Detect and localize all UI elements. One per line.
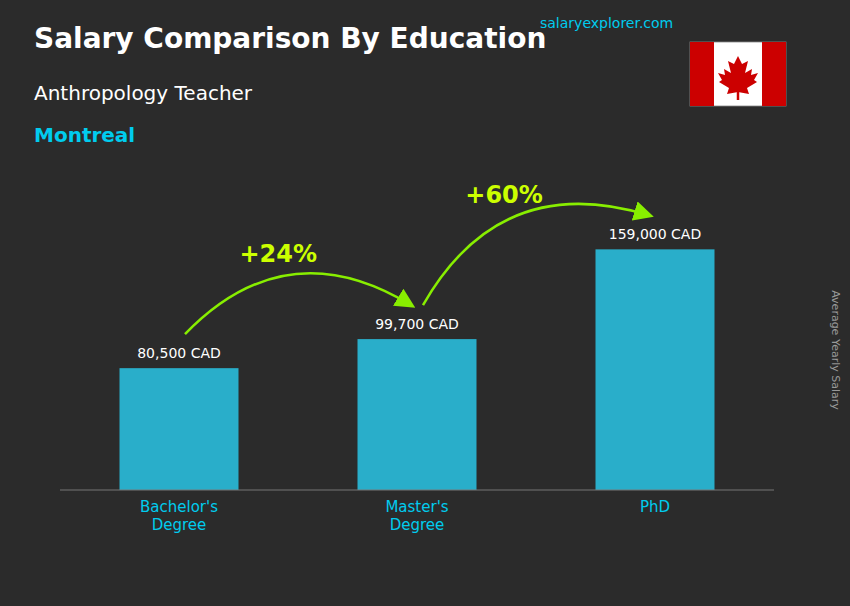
x-axis xyxy=(60,490,774,491)
category-line: Bachelor's xyxy=(140,498,218,516)
category-label: Bachelor'sDegree xyxy=(140,498,218,534)
growth-label: +24% xyxy=(239,240,317,268)
category-label: Master'sDegree xyxy=(385,498,448,534)
category-line: Degree xyxy=(390,516,445,534)
source: salaryexplorer.com xyxy=(540,15,673,31)
subtitle: Montreal xyxy=(34,123,135,147)
flag-leaf xyxy=(718,56,758,94)
flag xyxy=(690,42,786,106)
value-label: 159,000 CAD xyxy=(609,226,701,242)
bars xyxy=(120,249,715,490)
growth-label: +60% xyxy=(465,181,543,209)
subtitle: Anthropology Teacher xyxy=(34,81,253,105)
category-label: PhD xyxy=(640,498,670,516)
growth-arrow xyxy=(185,273,411,334)
growth-arrow xyxy=(423,204,649,305)
flag-band xyxy=(762,42,786,106)
bar xyxy=(596,249,715,490)
flag-field xyxy=(690,42,786,106)
category-line: PhD xyxy=(640,498,670,516)
category-line: Master's xyxy=(385,498,448,516)
bar xyxy=(358,339,477,490)
category-line: Degree xyxy=(152,516,207,534)
title: Salary Comparison By Education xyxy=(34,22,546,55)
flag-band xyxy=(690,42,714,106)
background xyxy=(0,0,850,606)
bar xyxy=(120,368,239,490)
value-label: 80,500 CAD xyxy=(137,345,221,361)
chart-root: Salary Comparison By Education Anthropolo… xyxy=(0,0,850,606)
y-axis-label: Average Yearly Salary xyxy=(829,290,842,410)
value-label: 99,700 CAD xyxy=(375,316,459,332)
flag-stem xyxy=(737,92,740,100)
